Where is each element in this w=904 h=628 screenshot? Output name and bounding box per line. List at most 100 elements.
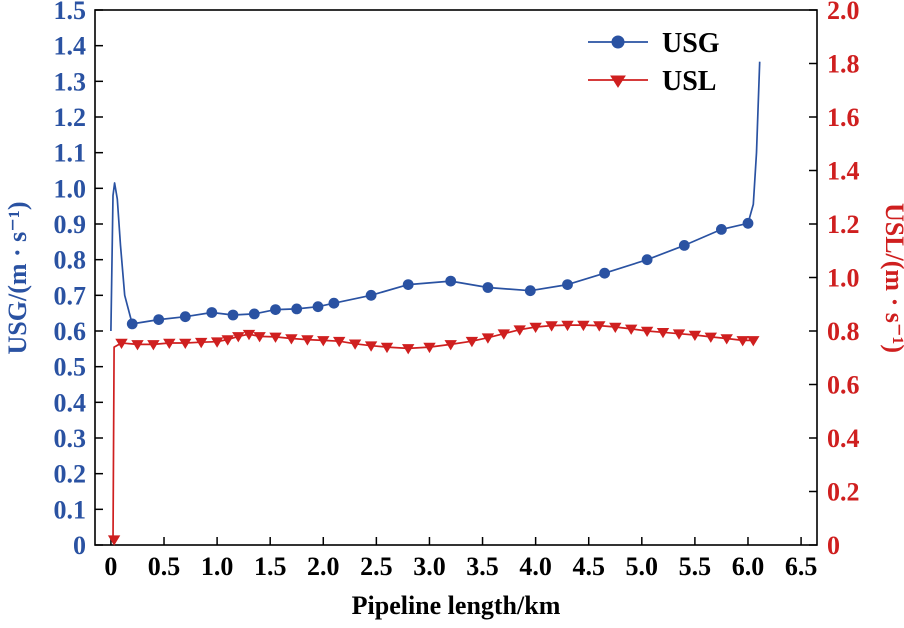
usl-data-point (720, 334, 733, 345)
right-y-tick-label: 1.0 (827, 264, 860, 293)
usl-data-point (115, 338, 128, 349)
right-y-tick-label: 0.6 (827, 371, 860, 400)
usg-data-point (641, 254, 653, 266)
usl-data-point (481, 333, 495, 344)
left-y-tick-label: 0.3 (54, 424, 87, 453)
left-y-tick-label: 0.2 (54, 460, 87, 489)
usg-data-point (206, 307, 218, 318)
legend-item-usg: USG (588, 28, 720, 59)
left-y-tick-label: 0.9 (54, 210, 87, 239)
legend-usg-label: USG (662, 28, 720, 59)
usl-data-point (704, 332, 717, 343)
usl-data-point (333, 336, 346, 348)
usl-data-point (232, 332, 245, 343)
usl-data-point (688, 330, 702, 341)
usg-data-point (270, 304, 281, 315)
usg-data-point (179, 311, 191, 323)
x-axis-title: Pipeline length/km (352, 591, 561, 620)
usl-data-point (672, 329, 686, 340)
usg-data-point (716, 224, 727, 235)
right-y-tick-label: 1.8 (827, 50, 860, 79)
usl-data-point (348, 339, 362, 350)
right-y-tick-label: 1.4 (827, 157, 860, 186)
usg-data-point (482, 282, 494, 293)
usl-data-point (163, 338, 176, 349)
usg-data-point (248, 308, 260, 320)
left-y-axis-title: USG/(m · s⁻¹) (3, 202, 32, 355)
usl-data-point (593, 321, 606, 332)
usl-data-point (317, 336, 330, 347)
usl-data-point (221, 335, 234, 346)
legend-usg-circle-marker-icon (611, 35, 625, 49)
x-tick-label: 1.5 (254, 552, 287, 581)
x-tick-label: 4.5 (572, 552, 605, 581)
left-y-tick-label: 1.3 (54, 67, 87, 96)
usl-data-point (131, 340, 144, 351)
usl-data-point (210, 337, 224, 348)
x-tick-label: 1.0 (201, 552, 234, 581)
right-y-tick-label: 1.2 (827, 210, 860, 239)
x-tick-label: 2.5 (360, 552, 393, 581)
legend-usl-label: USL (662, 66, 716, 97)
usl-data-point (747, 336, 760, 347)
usl-data-point (561, 320, 574, 332)
usl-data-point (195, 337, 208, 349)
usl-data-point (529, 322, 542, 333)
usl-data-point (513, 325, 526, 336)
usl-data-point (497, 329, 510, 340)
usg-data-point (312, 301, 324, 313)
usg-data-point (328, 297, 340, 309)
legend: USG USL (588, 28, 720, 97)
usg-data-point (402, 279, 414, 290)
usg-data-point (227, 309, 239, 321)
x-tick-label: 2.0 (307, 552, 340, 581)
usl-data-point (609, 322, 622, 333)
usl-data-point (179, 338, 192, 349)
left-y-tick-label: 0.4 (54, 388, 87, 417)
right-y-axis-title: USL/(m · s⁻¹) (880, 203, 904, 353)
plot-area: 0 0.5 1.0 1.5 2.0 2.5 3.0 3.5 4.0 4.5 5.0 5.5 6.0 6.5… (54, 0, 860, 581)
x-tick-label: 0 (104, 552, 117, 581)
legend-item-usl: USL (588, 66, 716, 97)
right-y-tick-label: 0.8 (827, 317, 860, 346)
usl-data-point (423, 342, 436, 354)
x-tick-label: 3.0 (413, 552, 446, 581)
right-y-tick-label: 2.0 (827, 0, 860, 25)
right-y-tick-label: 1.6 (827, 103, 860, 132)
left-y-tick-label: 0.5 (54, 353, 87, 382)
x-tick-label: 5.0 (626, 552, 659, 581)
usg-data-point (562, 279, 573, 290)
usl-data-point (640, 326, 654, 337)
right-y-tick-label: 0 (827, 531, 840, 560)
usl-data-point (625, 324, 638, 335)
usl-data-point (253, 332, 266, 343)
usg-data-point (126, 318, 138, 330)
usg-data-point (291, 303, 303, 315)
usl-data-point (656, 328, 670, 339)
left-y-tick-label: 0 (73, 531, 86, 560)
left-y-tick-label: 0.1 (54, 495, 87, 524)
series-usl-line (112, 324, 754, 543)
x-tick-label: 6.5 (785, 552, 818, 581)
usg-data-point (678, 240, 690, 251)
left-y-tick-label: 1.5 (54, 0, 87, 25)
left-y-tick-label: 1.2 (54, 103, 87, 132)
left-y-tick-label: 1.4 (54, 32, 87, 61)
usl-data-point (402, 344, 415, 355)
left-y-tick-label: 1.1 (54, 139, 87, 168)
x-tick-label: 0.5 (148, 552, 181, 581)
left-y-tick-label: 0.8 (54, 246, 87, 275)
usl-data-point (364, 341, 378, 352)
usl-data-point (736, 336, 749, 347)
left-y-tick-label: 1.0 (54, 174, 87, 203)
x-tick-label: 6.0 (732, 552, 765, 581)
usg-data-point (365, 289, 377, 301)
left-y-tick-label: 0.7 (54, 281, 87, 310)
usl-data-point (147, 340, 160, 351)
usl-data-point (242, 329, 256, 341)
right-y-tick-label: 0.4 (827, 424, 860, 453)
usl-data-point (107, 535, 121, 546)
usl-data-point (444, 340, 457, 351)
usl-data-point (285, 334, 298, 345)
